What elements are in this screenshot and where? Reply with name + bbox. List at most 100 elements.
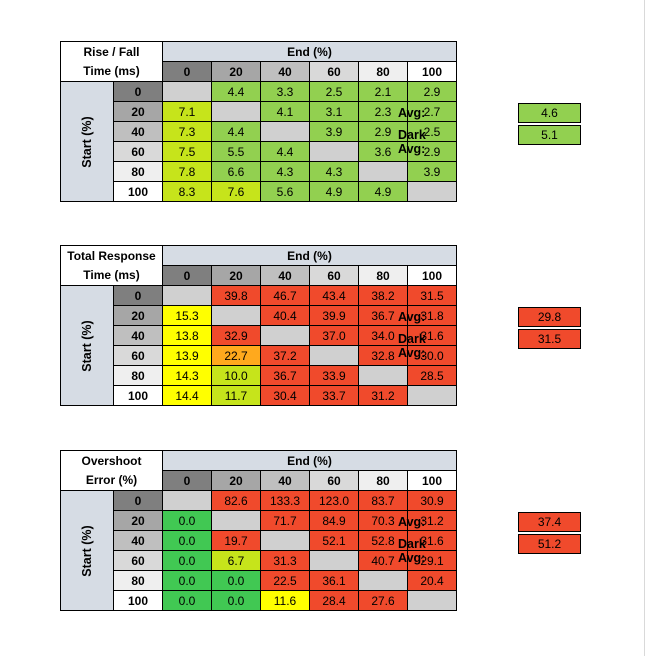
table-cell: 30.9 <box>407 490 457 511</box>
dark-avg-label: Dark Avg: <box>398 128 426 156</box>
table-cell: 33.9 <box>309 365 359 386</box>
avg-label: Avg: <box>398 106 426 120</box>
row-header: 40 <box>113 325 163 346</box>
column-header: 0 <box>162 61 212 82</box>
table-row: 100 8.3 7.6 5.6 4.9 4.9 <box>61 181 457 202</box>
table-cell: 2.1 <box>358 81 408 102</box>
table-cell: 2.9 <box>407 141 457 162</box>
table-cell <box>407 181 457 202</box>
table-row: 100 0.0 0.0 11.6 28.4 27.6 <box>61 590 457 611</box>
table-cell: 4.9 <box>358 181 408 202</box>
table-cell: 38.2 <box>358 285 408 306</box>
start-header-text: Start (%) <box>80 319 94 372</box>
table-cell: 5.6 <box>260 181 310 202</box>
table-cell: 43.4 <box>309 285 359 306</box>
column-header: 100 <box>407 61 457 82</box>
table-cell: 40.4 <box>260 305 310 326</box>
table-cell: 7.5 <box>162 141 212 162</box>
table-row: 40 7.3 4.4 3.9 2.9 2.5 <box>61 121 457 142</box>
total-response-table-block: Total Response Time (ms) End (%) 0 20 40… <box>60 245 457 406</box>
table-title: Overshoot Error (%) <box>60 450 163 491</box>
table-cell <box>162 490 212 511</box>
table-cell: 27.6 <box>358 590 408 611</box>
table-cell: 4.9 <box>309 181 359 202</box>
table-cell: 0.0 <box>211 590 261 611</box>
table-title-line2: Time (ms) <box>83 267 140 282</box>
row-header: 60 <box>113 141 163 162</box>
table-cell: 31.6 <box>407 325 457 346</box>
table-cell: 36.7 <box>260 365 310 386</box>
table-title: Rise / Fall Time (ms) <box>60 41 163 82</box>
table-cell: 3.3 <box>260 81 310 102</box>
table-cell <box>211 305 261 326</box>
column-header: 60 <box>309 470 359 491</box>
table-cell <box>358 365 408 386</box>
table-row: Start (%) 0 4.4 3.3 2.5 2.1 2.9 <box>60 81 457 202</box>
table-cell <box>260 530 310 551</box>
table-cell: 83.7 <box>358 490 408 511</box>
table-title-line2: Error (%) <box>85 472 138 487</box>
table-row: 60 7.5 5.5 4.4 3.6 2.9 <box>61 141 457 162</box>
table-cell: 6.7 <box>211 550 261 571</box>
row-header: 40 <box>113 121 163 142</box>
table-cell: 40.7 <box>358 550 408 571</box>
table-cell: 31.3 <box>260 550 310 571</box>
table-cell <box>211 510 261 531</box>
total-response-table: Total Response Time (ms) End (%) 0 20 40… <box>60 245 457 406</box>
avg-value: 37.4 <box>518 512 581 532</box>
row-header: 80 <box>113 161 163 182</box>
dark-avg-value: 5.1 <box>518 125 581 145</box>
table-cell: 3.9 <box>407 161 457 182</box>
table-cell: 32.9 <box>211 325 261 346</box>
table-cell: 7.3 <box>162 121 212 142</box>
table-cell: 0.0 <box>211 570 261 591</box>
table-cell <box>358 161 408 182</box>
column-header: 100 <box>407 265 457 286</box>
column-header: 100 <box>407 470 457 491</box>
overshoot-table: Overshoot Error (%) End (%) 0 20 40 60 8… <box>60 450 457 611</box>
column-header-row: 0 20 40 60 80 100 <box>61 265 457 286</box>
table-cell: 52.1 <box>309 530 359 551</box>
table-cell: 2.3 <box>358 101 408 122</box>
table-cell: 14.4 <box>162 385 212 406</box>
table-cell: 4.3 <box>260 161 310 182</box>
table-cell: 31.6 <box>407 530 457 551</box>
table-cell: 70.3 <box>358 510 408 531</box>
table-title-line2: Time (ms) <box>83 63 140 78</box>
table-cell: 2.5 <box>309 81 359 102</box>
row-header: 0 <box>113 285 163 306</box>
table-row: 80 0.0 0.0 22.5 36.1 20.4 <box>61 570 457 591</box>
table-cell <box>309 345 359 366</box>
table-cell: 4.1 <box>260 101 310 122</box>
column-header: 60 <box>309 265 359 286</box>
table-row: Start (%) 0 82.6 133.3 123.0 83.7 30.9 <box>60 490 457 611</box>
table-cell: 28.5 <box>407 365 457 386</box>
table-cell: 30.0 <box>407 345 457 366</box>
table-cell: 36.1 <box>309 570 359 591</box>
table-cell <box>407 590 457 611</box>
table-cell: 4.3 <box>309 161 359 182</box>
table-cell: 46.7 <box>260 285 310 306</box>
table-cell: 31.5 <box>407 285 457 306</box>
column-header: 40 <box>260 61 310 82</box>
table-row: 40 0.0 19.7 52.1 52.8 31.6 <box>61 530 457 551</box>
table-row: 20 0.0 71.7 84.9 70.3 31.2 <box>61 510 457 531</box>
start-header-text: Start (%) <box>80 524 94 577</box>
column-header: 0 <box>162 265 212 286</box>
dark-avg-value: 31.5 <box>518 329 581 349</box>
table-cell: 11.6 <box>260 590 310 611</box>
table-cell: 2.7 <box>407 101 457 122</box>
table-cell: 29.1 <box>407 550 457 571</box>
table-cell: 3.9 <box>309 121 359 142</box>
table-cell <box>407 385 457 406</box>
table-cell: 0.0 <box>162 530 212 551</box>
table-title-line1: Rise / Fall <box>83 44 140 59</box>
table-cell <box>309 141 359 162</box>
column-header: 80 <box>358 470 408 491</box>
rise-fall-table: Rise / Fall Time (ms) End (%) 0 20 40 60… <box>60 41 457 202</box>
avg-label: Avg: <box>398 310 426 324</box>
table-row: 60 13.9 22.7 37.2 32.8 30.0 <box>61 345 457 366</box>
dark-avg-label: Dark Avg: <box>398 537 426 565</box>
table-row: 80 7.8 6.6 4.3 4.3 3.9 <box>61 161 457 182</box>
table-cell: 37.2 <box>260 345 310 366</box>
